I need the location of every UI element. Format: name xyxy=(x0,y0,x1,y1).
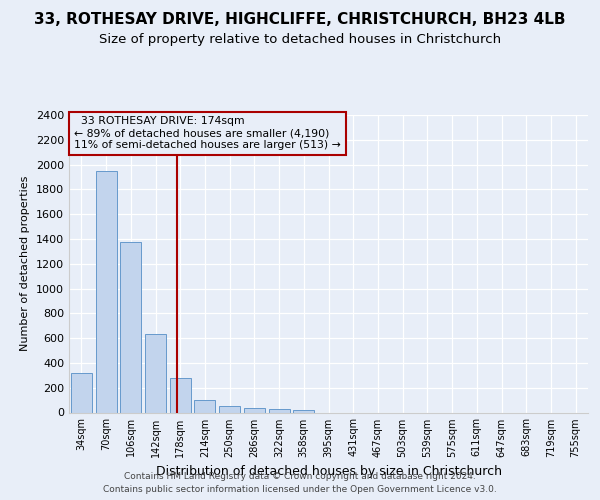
Text: Size of property relative to detached houses in Christchurch: Size of property relative to detached ho… xyxy=(99,32,501,46)
Text: Contains public sector information licensed under the Open Government Licence v3: Contains public sector information licen… xyxy=(103,485,497,494)
Bar xyxy=(145,334,166,412)
Bar xyxy=(71,374,92,412)
Bar xyxy=(244,408,265,412)
Text: 33, ROTHESAY DRIVE, HIGHCLIFFE, CHRISTCHURCH, BH23 4LB: 33, ROTHESAY DRIVE, HIGHCLIFFE, CHRISTCH… xyxy=(34,12,566,28)
Bar xyxy=(95,171,116,412)
Text: Contains HM Land Registry data © Crown copyright and database right 2024.: Contains HM Land Registry data © Crown c… xyxy=(124,472,476,481)
Bar xyxy=(194,400,215,412)
Y-axis label: Number of detached properties: Number of detached properties xyxy=(20,176,31,352)
X-axis label: Distribution of detached houses by size in Christchurch: Distribution of detached houses by size … xyxy=(155,465,502,478)
Bar xyxy=(170,378,191,412)
Bar xyxy=(269,409,290,412)
Bar xyxy=(219,406,240,412)
Bar xyxy=(120,242,141,412)
Text: 33 ROTHESAY DRIVE: 174sqm
← 89% of detached houses are smaller (4,190)
11% of se: 33 ROTHESAY DRIVE: 174sqm ← 89% of detac… xyxy=(74,116,341,150)
Bar xyxy=(293,410,314,412)
